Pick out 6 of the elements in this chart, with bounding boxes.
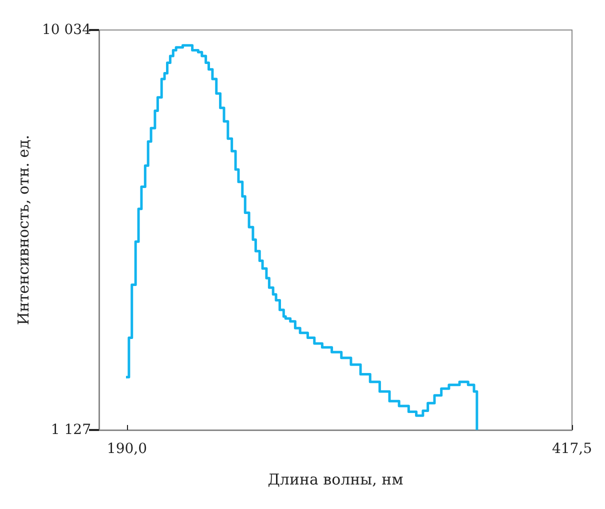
x-tick-label: 190,0 <box>106 441 148 457</box>
x-axis-title: Длина волны, нм <box>268 470 404 488</box>
y-tick-label: 1 127 <box>50 422 91 438</box>
x-tick-label: 417,5 <box>552 441 592 457</box>
y-tick-label: 10 034 <box>42 22 92 38</box>
y-axis-title: Интенсивность, отн. ед. <box>14 134 32 326</box>
